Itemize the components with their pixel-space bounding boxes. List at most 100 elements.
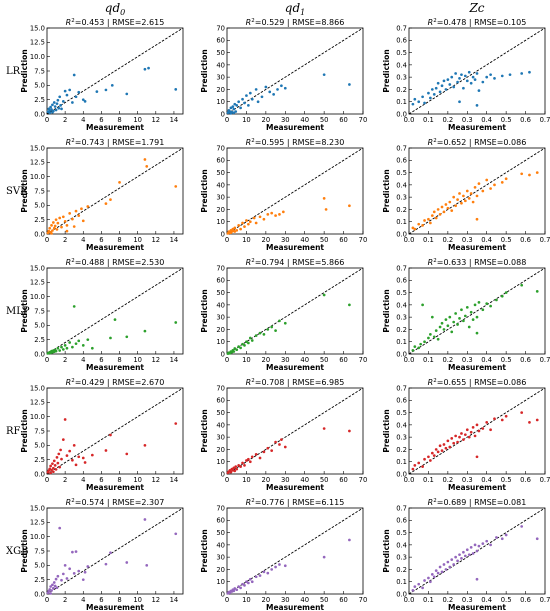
data-point [65,346,69,350]
data-point [50,108,53,111]
data-point [427,217,430,221]
y-tick-label: 60 [216,37,225,45]
plot-frame [408,267,546,355]
data-point [411,588,415,592]
row-label-mlp: MLP [6,306,30,317]
data-point [241,97,244,101]
y-tick-label: 30 [216,314,225,322]
x-tick-label: 0 [225,356,229,364]
data-point [493,417,496,421]
data-point [458,435,461,439]
data-point [71,101,74,104]
data-point [452,563,456,566]
data-point [58,216,62,220]
data-point [74,550,78,553]
panel-mlp-zc: R2=0.633 | RMSE=0.088 0.0 0.1 0.2 0.3 0.4 0.5 0… [382,258,550,372]
x-tick-label: 10 [242,356,251,364]
data-point [520,172,524,176]
y-tick-label: 50 [216,169,225,177]
x-tick-label: 60 [339,356,348,364]
data-point [475,72,479,75]
data-point [125,452,129,456]
data-point [55,228,59,231]
panel-metrics: R2=0.708 | RMSE=6.985 [246,378,345,387]
y-tick-label: 12.5 [30,399,45,407]
data-point [274,440,277,444]
x-tick-label: 50 [320,356,329,364]
x-tick-label: 4 [81,236,85,244]
y-tick-label: 0.0 [396,590,407,598]
x-axis-label: Measurement [448,123,506,132]
x-tick-label: 0.6 [520,596,531,604]
data-point [430,572,434,576]
y-tick-label: 60 [216,397,225,405]
x-tick-label: 40 [300,476,309,484]
data-point [460,201,463,205]
x-tick-label: 0.4 [481,236,492,244]
x-tick-label: 14 [170,356,179,364]
plot-frame [226,507,364,595]
data-point [442,443,446,446]
data-point [58,465,62,469]
identity-line [226,507,364,595]
x-tick-label: 0.7 [540,596,550,604]
data-point [58,526,62,530]
y-tick-label: 70 [216,384,225,392]
data-point [462,194,465,198]
x-axis-label: Measurement [266,243,324,252]
y-tick-label: 30 [216,74,225,82]
data-point [254,575,258,579]
x-tick-label: 0.4 [481,596,492,604]
data-point [460,557,463,560]
data-point [81,456,85,460]
data-point [438,325,442,329]
data-point [49,471,52,475]
plot-frame [408,27,546,115]
x-tick-label: 40 [300,356,309,364]
data-point [446,78,450,81]
data-point [237,345,241,348]
data-point [469,192,473,195]
data-point [258,215,262,219]
data-point [477,182,481,185]
y-tick-label: 5.0 [34,82,45,90]
data-point [239,586,242,590]
plot-frame [226,267,364,355]
panel-rf-zc: R2=0.655 | RMSE=0.086 0.0 0.1 0.2 0.3 0.4 0.5 0… [382,378,550,492]
x-tick-label: 0.2 [442,356,453,364]
identity-line [408,27,546,115]
y-axis-label: Prediction [20,49,29,92]
data-point [59,448,62,452]
x-tick-label: 0.0 [404,116,415,124]
data-point [237,464,241,467]
data-point [53,464,57,467]
data-point [489,543,492,547]
data-point [438,90,442,94]
data-point [508,73,512,77]
data-point [174,532,178,536]
data-point [419,342,423,346]
panel-rf-qd0: R2=0.429 | RMSE=2.670 0 2 4 6 8 10 12 14 0.0 2.5 5.… [20,378,184,492]
data-point [444,318,448,321]
data-point [86,565,90,568]
data-point [68,567,72,571]
data-point [50,224,53,227]
data-point [504,291,508,294]
data-point [467,197,471,200]
y-tick-label: 0.2 [396,206,407,214]
x-tick-label: 0.5 [501,476,512,484]
x-tick-label: 0.3 [462,116,473,124]
data-point [456,323,459,326]
panel-svr-zc: R2=0.652 | RMSE=0.086 0.0 0.1 0.2 0.3 0.4 0.5 0… [382,138,550,252]
data-point [72,225,76,228]
data-point [54,349,58,353]
y-tick-label: 0.3 [396,434,407,442]
data-point [475,455,479,459]
y-tick-label: 0.0 [34,350,45,358]
y-tick-label: 40 [216,541,225,549]
data-point [239,346,242,350]
y-tick-label: 7.5 [34,307,45,315]
data-point [104,449,108,452]
data-point [475,577,479,581]
data-point [440,449,444,453]
